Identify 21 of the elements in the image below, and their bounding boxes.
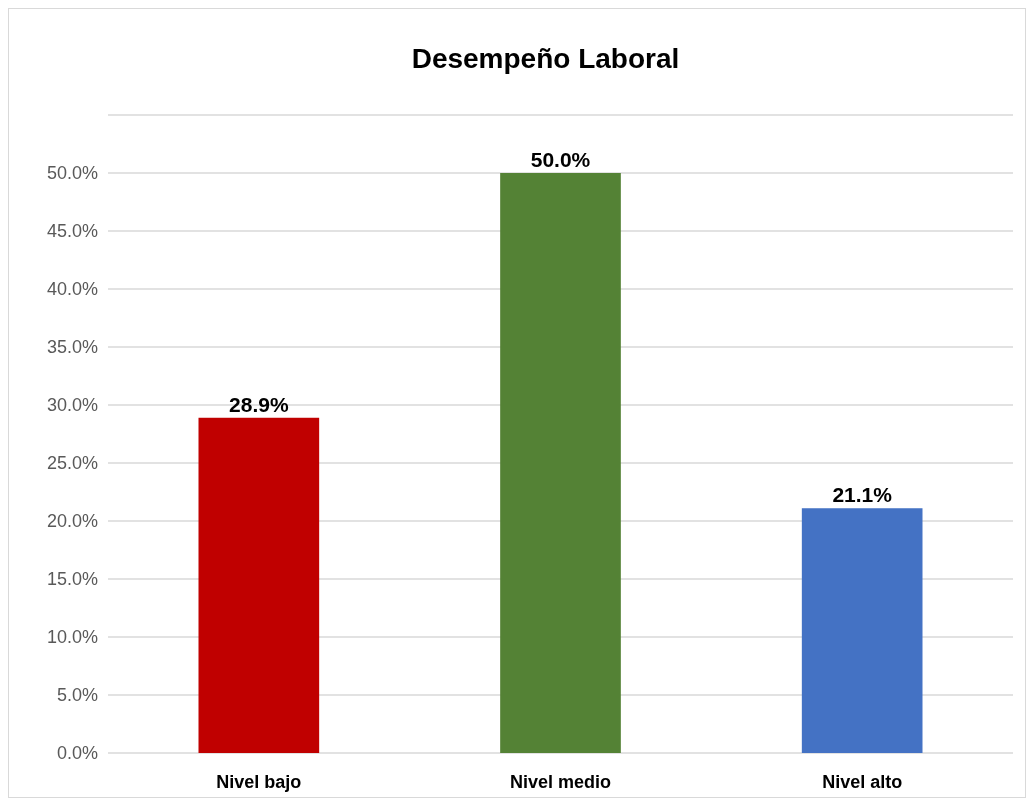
data-label: 21.1% [832,483,893,507]
data-label: 28.9% [229,392,289,416]
data-label: 50.0% [530,148,591,171]
bar [801,508,923,753]
y-tick-label: 0.0% [56,743,98,764]
y-tick-label: 35.0% [46,337,98,358]
bar [500,173,621,753]
y-tick-label: 50.0% [46,163,98,184]
y-tick-label: 5.0% [56,685,98,706]
y-tick-label: 10.0% [46,627,98,648]
x-tick-label: Nivel bajo [216,772,302,792]
y-tick-label: 25.0% [46,453,98,474]
y-tick-label: 20.0% [46,511,98,532]
x-tick-label: Nivel medio [509,772,612,792]
y-tick-label: 15.0% [46,569,98,590]
y-tick-label: 30.0% [46,395,98,416]
bar [198,417,320,753]
x-tick-label: Nivel alto [822,772,903,792]
y-tick-label: 45.0% [46,221,98,242]
chart-title: Desempeño Laboral [411,43,680,74]
y-tick-label: 40.0% [46,279,98,300]
